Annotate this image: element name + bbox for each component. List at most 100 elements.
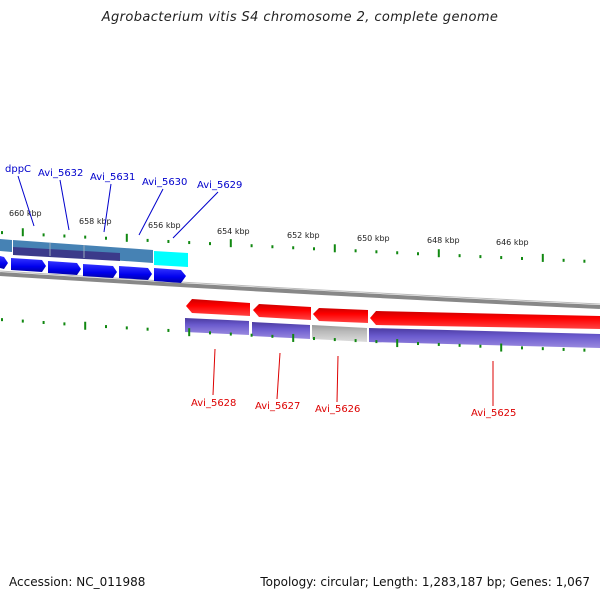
- minor-tick: [583, 348, 586, 352]
- cog-segment-purple: [369, 328, 600, 348]
- minor-tick: [271, 334, 274, 338]
- minor-tick: [375, 340, 378, 344]
- major-tick: [125, 233, 128, 242]
- minor-tick: [313, 247, 315, 251]
- minor-tick: [521, 346, 523, 350]
- genome-backbone-highlight: [0, 270, 600, 305]
- major-tick: [21, 228, 24, 237]
- forward-cog-band: [0, 239, 188, 267]
- gene-label[interactable]: Avi_5629: [197, 180, 242, 191]
- cds-arrow-forward[interactable]: [83, 264, 117, 278]
- minor-tick: [42, 320, 45, 324]
- minor-tick: [375, 250, 378, 254]
- minor-tick: [458, 343, 461, 347]
- minor-tick: [63, 234, 66, 238]
- cds-arrow-reverse[interactable]: [370, 311, 600, 329]
- major-tick: [541, 253, 544, 262]
- cog-segment-purple: [13, 247, 120, 261]
- minor-tick: [396, 251, 399, 255]
- scale-label: 660 kbp: [9, 209, 42, 218]
- cds-arrow-forward[interactable]: [119, 266, 152, 280]
- major-tick: [188, 328, 191, 337]
- cog-segment-purple: [252, 322, 310, 339]
- minor-tick: [333, 338, 336, 342]
- reverse-cds-track: [186, 299, 600, 329]
- cds-arrow-forward[interactable]: [0, 256, 8, 269]
- cog-segment-cyan: [154, 251, 188, 267]
- major-tick: [333, 244, 336, 253]
- minor-tick: [250, 244, 253, 248]
- scale-label: 654 kbp: [217, 227, 250, 236]
- minor-tick: [562, 347, 565, 351]
- minor-tick: [354, 339, 357, 343]
- minor-tick: [84, 235, 87, 239]
- gene-leader-line: [138, 188, 164, 236]
- cds-arrow-forward[interactable]: [11, 258, 46, 272]
- gene-leader-line: [17, 175, 35, 227]
- minor-tick: [354, 249, 357, 253]
- minor-tick: [313, 337, 315, 341]
- cds-arrow-reverse[interactable]: [186, 299, 250, 316]
- cds-arrow-reverse[interactable]: [313, 308, 368, 323]
- minor-tick: [146, 238, 149, 242]
- cds-arrow-forward[interactable]: [48, 261, 81, 275]
- minor-tick: [105, 236, 107, 240]
- minor-tick: [479, 344, 482, 348]
- gene-leader-line: [59, 179, 70, 231]
- scale-label: 648 kbp: [427, 236, 460, 245]
- scale-label: 656 kbp: [148, 221, 181, 230]
- gene-label[interactable]: Avi_5632: [38, 168, 83, 179]
- genome-backbone: [0, 272, 600, 309]
- minor-tick: [146, 327, 149, 331]
- cog-segment-gray: [312, 325, 367, 342]
- minor-tick: [583, 259, 586, 263]
- gene-leader-line: [276, 352, 281, 400]
- accession-label: Accession: NC_011988: [9, 575, 146, 589]
- gene-label[interactable]: dppC: [5, 164, 31, 175]
- minor-tick: [1, 231, 3, 235]
- gene-label[interactable]: Avi_5627: [255, 401, 300, 412]
- minor-tick: [417, 342, 419, 346]
- forward-cds-track: [0, 256, 186, 283]
- map-title: Agrobacterium vitis S4 chromosome 2, com…: [101, 10, 499, 25]
- gene-leader-line: [336, 355, 339, 403]
- scale-label: 652 kbp: [287, 231, 320, 240]
- minor-tick: [167, 328, 170, 332]
- minor-tick: [479, 255, 482, 259]
- minor-tick: [209, 331, 211, 335]
- gene-label[interactable]: Avi_5631: [90, 172, 135, 183]
- gene-label[interactable]: Avi_5625: [471, 408, 516, 419]
- cds-arrow-reverse[interactable]: [253, 304, 311, 320]
- minor-tick: [209, 242, 211, 246]
- minor-tick: [437, 342, 440, 346]
- forward-gene-labels: dppC Avi_5632 Avi_5631 Avi_5630 Avi_5629: [5, 164, 242, 239]
- major-tick: [500, 343, 503, 352]
- minor-tick: [458, 254, 461, 258]
- major-tick: [84, 321, 87, 330]
- minor-tick: [292, 246, 295, 250]
- minor-tick: [500, 256, 503, 260]
- minor-tick: [167, 239, 170, 243]
- minor-tick: [229, 332, 232, 336]
- major-tick: [437, 249, 440, 258]
- scale-labels: 660 kbp 658 kbp 656 kbp 654 kbp 652 kbp 650 k…: [9, 209, 529, 247]
- cds-arrow-forward[interactable]: [154, 268, 186, 283]
- gene-label[interactable]: Avi_5630: [142, 177, 187, 188]
- minor-tick: [21, 319, 24, 323]
- minor-tick: [105, 325, 107, 329]
- minor-tick: [42, 233, 45, 237]
- major-tick: [292, 333, 295, 342]
- major-tick: [396, 339, 399, 348]
- minor-tick: [271, 245, 274, 249]
- scale-label: 650 kbp: [357, 234, 390, 243]
- minor-tick: [417, 252, 419, 256]
- cog-segment-steel: [0, 239, 12, 252]
- gene-label[interactable]: Avi_5628: [191, 398, 236, 409]
- scale-ticks-inner: [1, 318, 586, 352]
- minor-tick: [63, 322, 66, 326]
- gene-label[interactable]: Avi_5626: [315, 404, 360, 415]
- minor-tick: [1, 318, 3, 322]
- major-tick: [229, 239, 232, 248]
- scale-ticks-outer: [1, 228, 586, 263]
